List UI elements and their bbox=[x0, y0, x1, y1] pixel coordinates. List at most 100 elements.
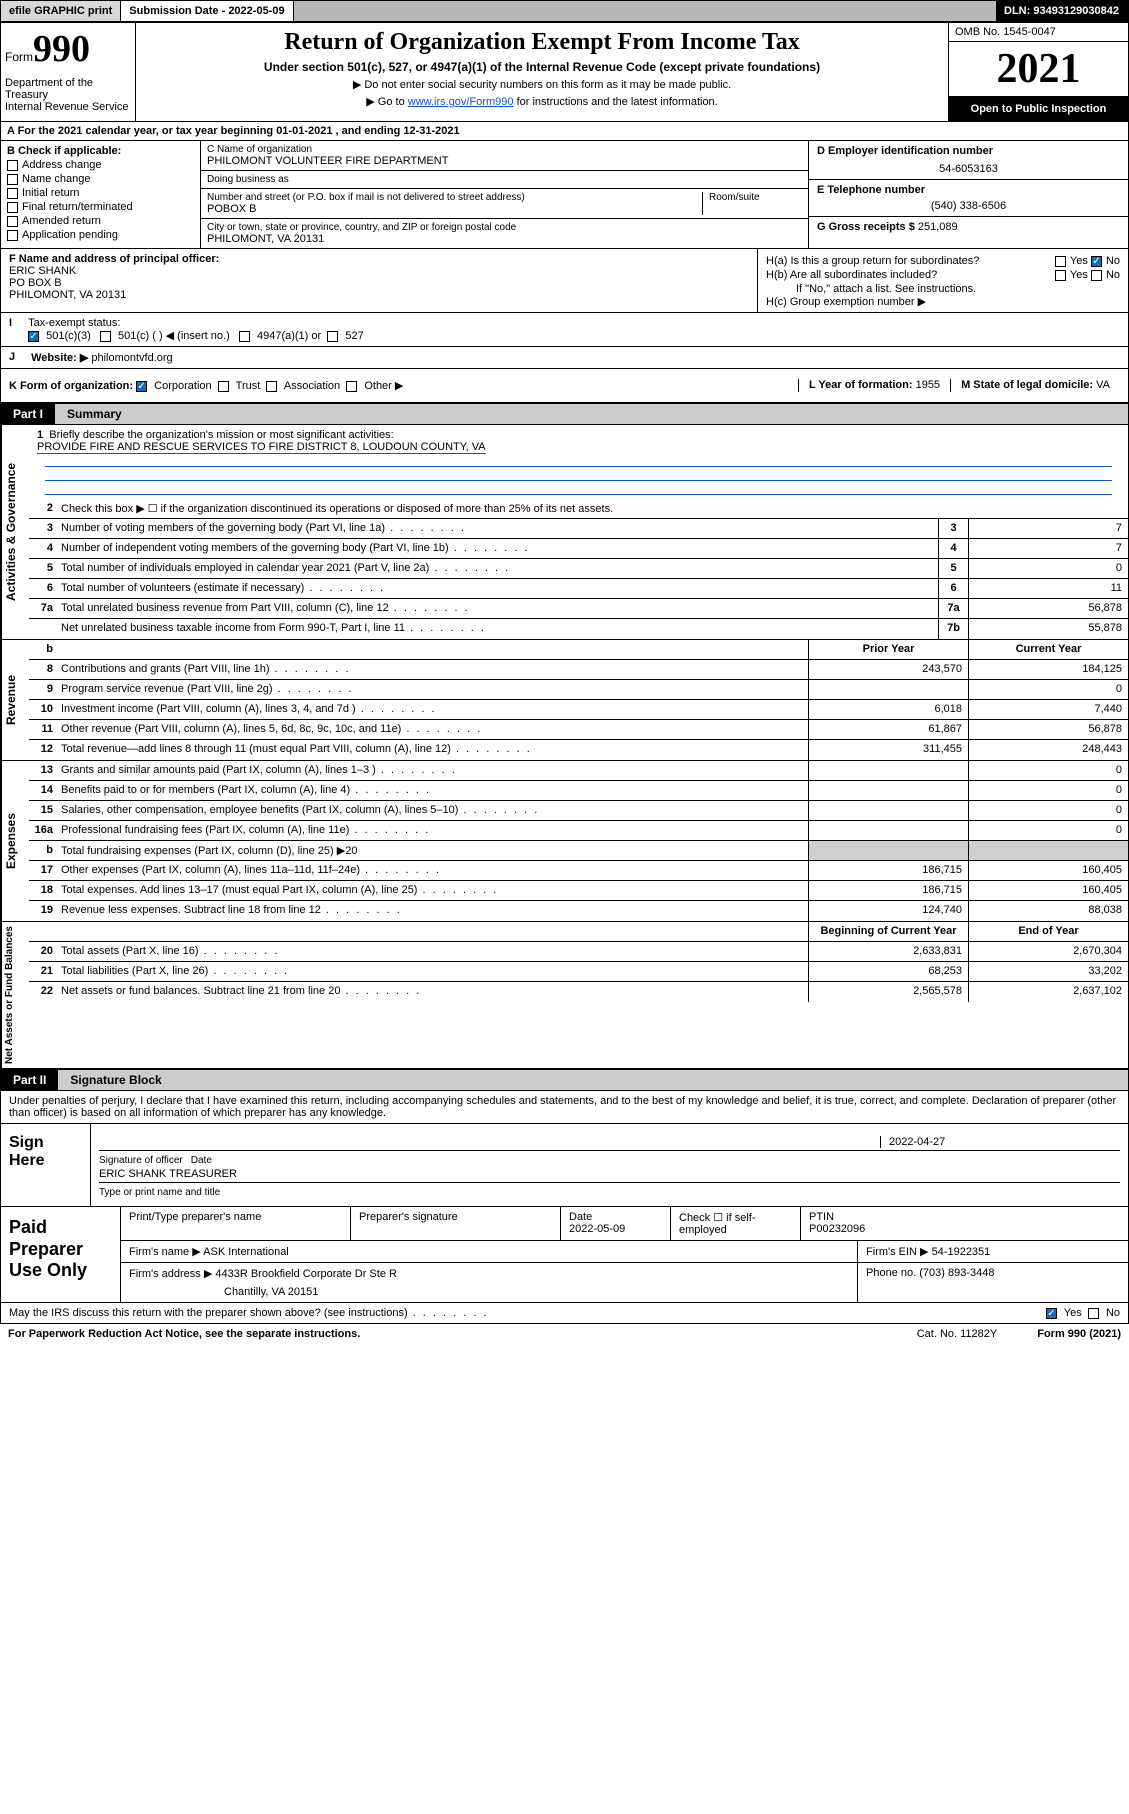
city-value: PHILOMONT, VA 20131 bbox=[207, 233, 802, 245]
check-corporation[interactable] bbox=[136, 381, 147, 392]
end-year-hdr: End of Year bbox=[968, 922, 1128, 941]
penalties-statement: Under penalties of perjury, I declare th… bbox=[0, 1091, 1129, 1124]
gross-label: G Gross receipts $ bbox=[817, 221, 915, 233]
top-bar: efile GRAPHIC print Submission Date - 20… bbox=[0, 0, 1129, 22]
preparer-sig-hdr: Preparer's signature bbox=[351, 1207, 561, 1240]
line-row: bTotal fundraising expenses (Part IX, co… bbox=[29, 841, 1128, 861]
website-label: Website: ▶ bbox=[31, 352, 88, 364]
officer-name-title: ERIC SHANK TREASURER bbox=[99, 1168, 1120, 1180]
form-note-ssn: Do not enter social security numbers on … bbox=[146, 78, 938, 91]
part1-header: Part I Summary bbox=[0, 403, 1129, 425]
irs-link[interactable]: www.irs.gov/Form990 bbox=[408, 96, 514, 108]
line-row: 19Revenue less expenses. Subtract line 1… bbox=[29, 901, 1128, 921]
part1-num: Part I bbox=[1, 404, 55, 424]
discuss-question: May the IRS discuss this return with the… bbox=[9, 1307, 489, 1319]
row-i-label: I bbox=[1, 313, 20, 346]
check-4947a1[interactable] bbox=[239, 331, 250, 342]
officer-addr2: PHILOMONT, VA 20131 bbox=[9, 289, 749, 301]
line-row: 4Number of independent voting members of… bbox=[29, 539, 1128, 559]
expenses-section: Expenses 13Grants and similar amounts pa… bbox=[0, 761, 1129, 922]
year-formation-value: 1955 bbox=[916, 379, 940, 391]
vlabel-net-assets: Net Assets or Fund Balances bbox=[1, 922, 29, 1068]
discuss-no-check[interactable] bbox=[1088, 1308, 1099, 1319]
line-row: 8Contributions and grants (Part VIII, li… bbox=[29, 660, 1128, 680]
tax-year: 2021 bbox=[949, 42, 1128, 97]
line-row: 13Grants and similar amounts paid (Part … bbox=[29, 761, 1128, 781]
state-domicile-value: VA bbox=[1096, 379, 1110, 391]
form-word: Form bbox=[5, 50, 33, 64]
current-year-hdr: Current Year bbox=[968, 640, 1128, 659]
preparer-date: 2022-05-09 bbox=[569, 1223, 625, 1235]
check-other[interactable] bbox=[346, 381, 357, 392]
activities-governance-section: Activities & Governance 1 Briefly descri… bbox=[0, 425, 1129, 640]
paid-preparer-label: Paid Preparer Use Only bbox=[1, 1207, 121, 1302]
sign-date: 2022-04-27 bbox=[880, 1136, 1120, 1148]
firm-ein: 54-1922351 bbox=[932, 1246, 991, 1258]
check-application-pending[interactable] bbox=[7, 230, 18, 241]
room-label: Room/suite bbox=[709, 192, 802, 203]
check-amended-return[interactable] bbox=[7, 216, 18, 227]
org-name: PHILOMONT VOLUNTEER FIRE DEPARTMENT bbox=[207, 155, 802, 167]
mission-text: PROVIDE FIRE AND RESCUE SERVICES TO FIRE… bbox=[37, 441, 486, 454]
block-bcde: B Check if applicable: Address change Na… bbox=[0, 141, 1129, 249]
part2-header: Part II Signature Block bbox=[0, 1069, 1129, 1091]
dba-label: Doing business as bbox=[207, 174, 802, 185]
check-527[interactable] bbox=[327, 331, 338, 342]
hb-no-check[interactable] bbox=[1091, 270, 1102, 281]
check-initial-return[interactable] bbox=[7, 188, 18, 199]
row-fh: F Name and address of principal officer:… bbox=[0, 249, 1129, 313]
gross-value: 251,089 bbox=[918, 221, 958, 233]
part2-num: Part II bbox=[1, 1070, 58, 1090]
prior-year-hdr: Prior Year bbox=[808, 640, 968, 659]
row-j-label: J bbox=[1, 347, 23, 368]
open-public-badge: Open to Public Inspection bbox=[949, 97, 1128, 121]
submission-date: Submission Date - 2022-05-09 bbox=[121, 1, 293, 21]
check-501c3[interactable] bbox=[28, 331, 39, 342]
ptin-value: P00232096 bbox=[809, 1223, 865, 1235]
dln: DLN: 93493129030842 bbox=[996, 1, 1128, 21]
ha-no-check[interactable] bbox=[1091, 256, 1102, 267]
line-row: 16aProfessional fundraising fees (Part I… bbox=[29, 821, 1128, 841]
city-label: City or town, state or province, country… bbox=[207, 222, 802, 233]
firm-name: ASK International bbox=[203, 1246, 289, 1258]
firm-city: Chantilly, VA 20151 bbox=[129, 1286, 849, 1298]
begin-year-hdr: Beginning of Current Year bbox=[808, 922, 968, 941]
street-value: POBOX B bbox=[207, 203, 702, 215]
check-final-return[interactable] bbox=[7, 202, 18, 213]
officer-name: ERIC SHANK bbox=[9, 265, 749, 277]
hc-label: H(c) Group exemption number ▶ bbox=[766, 295, 1120, 308]
paperwork-text: For Paperwork Reduction Act Notice, see … bbox=[8, 1328, 360, 1340]
dept-treasury: Department of the Treasury Internal Reve… bbox=[5, 77, 131, 113]
phone-value: (540) 338-6506 bbox=[817, 200, 1120, 212]
ha-label: H(a) Is this a group return for subordin… bbox=[766, 255, 979, 267]
check-name-change[interactable] bbox=[7, 174, 18, 185]
discuss-yes-check[interactable] bbox=[1046, 1308, 1057, 1319]
sign-here-label: Sign Here bbox=[1, 1124, 91, 1206]
check-association[interactable] bbox=[266, 381, 277, 392]
street-label: Number and street (or P.O. box if mail i… bbox=[207, 192, 702, 203]
sign-here-block: Sign Here 2022-04-27 Signature of office… bbox=[0, 1124, 1129, 1207]
ha-yes-check[interactable] bbox=[1055, 256, 1066, 267]
hb-yes-check[interactable] bbox=[1055, 270, 1066, 281]
line-row: 3Number of voting members of the governi… bbox=[29, 519, 1128, 539]
line-row: 7aTotal unrelated business revenue from … bbox=[29, 599, 1128, 619]
line-row: 12Total revenue—add lines 8 through 11 (… bbox=[29, 740, 1128, 760]
year-formation-label: L Year of formation: bbox=[809, 379, 916, 391]
vlabel-activities: Activities & Governance bbox=[1, 425, 29, 639]
check-trust[interactable] bbox=[218, 381, 229, 392]
form-number-footer: Form 990 (2021) bbox=[1037, 1328, 1121, 1340]
line1-num: 1 bbox=[37, 429, 43, 441]
line-row: 14Benefits paid to or for members (Part … bbox=[29, 781, 1128, 801]
efile-print-button[interactable]: efile GRAPHIC print bbox=[1, 1, 121, 21]
preparer-name-hdr: Print/Type preparer's name bbox=[121, 1207, 351, 1240]
line-row: 22Net assets or fund balances. Subtract … bbox=[29, 982, 1128, 1002]
officer-label: F Name and address of principal officer: bbox=[9, 253, 749, 265]
check-address-change[interactable] bbox=[7, 160, 18, 171]
state-domicile-label: M State of legal domicile: bbox=[961, 379, 1096, 391]
sig-officer-label: Signature of officer bbox=[99, 1155, 183, 1166]
line-row: 11Other revenue (Part VIII, column (A), … bbox=[29, 720, 1128, 740]
form-subtitle: Under section 501(c), 527, or 4947(a)(1)… bbox=[146, 60, 938, 74]
hb-note: If "No," attach a list. See instructions… bbox=[766, 283, 1120, 295]
form-header: Form990 Department of the Treasury Inter… bbox=[0, 22, 1129, 122]
check-501c-other[interactable] bbox=[100, 331, 111, 342]
